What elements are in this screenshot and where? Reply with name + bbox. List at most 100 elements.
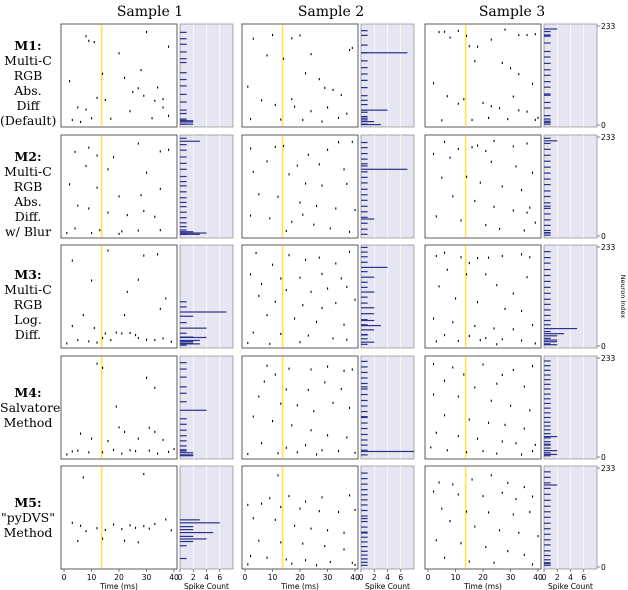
raster-frame [241, 465, 359, 570]
spike-point [532, 365, 534, 368]
histogram-bar [544, 319, 551, 322]
spike-point [518, 33, 520, 37]
histogram-bar [361, 99, 368, 101]
histogram-bar [544, 303, 551, 305]
raster-panel [241, 465, 359, 570]
histogram-bar [361, 564, 368, 566]
row-label-line: RGB Abs. [13, 179, 43, 209]
spike-point [85, 108, 87, 111]
spike-point [140, 68, 142, 72]
histogram-bar [544, 205, 551, 207]
histogram-bar [180, 226, 187, 228]
histogram-bar [544, 81, 551, 83]
spike-point [274, 518, 276, 521]
spike-point [523, 427, 525, 430]
spike-point [532, 450, 534, 453]
histogram-bar [544, 379, 551, 381]
histogram-bar [544, 562, 551, 564]
spike-point [263, 380, 265, 383]
histogram-bar [180, 31, 187, 33]
spike-point [121, 332, 123, 335]
histogram-bar [180, 233, 200, 235]
spike-point [274, 300, 276, 303]
histogram-bar [361, 478, 368, 480]
histogram-bar [361, 79, 368, 81]
spike-point [321, 120, 323, 123]
spike-point [288, 367, 290, 370]
spike-point [518, 531, 520, 534]
spike-point [457, 493, 459, 496]
histogram-bar [361, 444, 368, 446]
spike-point [168, 148, 170, 151]
histogram-bar [544, 412, 551, 414]
x-tick-label: 30 [506, 573, 516, 582]
spike-point [104, 332, 106, 335]
histogram-bar [361, 325, 381, 327]
spike-point [313, 223, 315, 226]
histogram-bar [544, 195, 551, 198]
histogram-bar [544, 365, 551, 367]
row-label-line: w/ Blur [4, 224, 52, 239]
histogram-bar [361, 360, 368, 362]
spike-point [88, 451, 90, 454]
histogram-bar [544, 369, 551, 371]
histogram-bar [361, 334, 368, 336]
histogram-bar [544, 121, 551, 124]
spike-point [261, 282, 263, 286]
spike-point [280, 505, 282, 509]
spike-point [102, 72, 104, 75]
raster-frame [60, 355, 178, 460]
spike-point [104, 98, 106, 102]
histogram-bar [544, 93, 551, 95]
spike-point [446, 449, 448, 452]
spike-point [435, 539, 437, 542]
spike-point [137, 437, 139, 440]
histogram-bar [180, 322, 187, 324]
histogram-bar [180, 445, 187, 447]
spike-point [321, 496, 323, 499]
histogram-bar [180, 222, 187, 224]
histogram-bar [361, 319, 375, 322]
histogram-bar [180, 429, 187, 431]
histogram-bar [544, 341, 558, 343]
histogram-bar [180, 311, 227, 313]
spike-point [349, 250, 351, 253]
x-tick-label: 20 [114, 573, 124, 582]
spike-point [463, 98, 465, 101]
spike-point [137, 336, 139, 340]
spike-point [299, 34, 301, 37]
histogram-bar [544, 344, 558, 346]
spike-point [490, 105, 492, 108]
spike-point [283, 57, 285, 60]
spike-point [288, 254, 290, 257]
spike-point [485, 149, 487, 153]
spike-point [247, 452, 249, 456]
histogram-bar [544, 160, 551, 162]
hist-x-tick-label: 4 [385, 573, 390, 582]
histogram-bar [544, 425, 551, 427]
spike-point [88, 39, 90, 42]
spike-point [444, 251, 446, 254]
spike-point [96, 96, 98, 99]
spike-point [526, 142, 528, 145]
histogram-bar [180, 545, 187, 547]
histogram-bar [180, 557, 187, 560]
histogram-bar [180, 85, 187, 87]
spike-point [96, 154, 98, 157]
spike-point [534, 342, 536, 345]
spike-point [534, 118, 536, 122]
raster-panel [241, 134, 359, 239]
spike-point [332, 88, 334, 92]
spike-point [132, 90, 134, 94]
spike-point [490, 38, 492, 41]
spike-point [512, 292, 514, 295]
histogram-bar [361, 399, 368, 402]
spike-point [291, 424, 293, 427]
spike-point [521, 189, 523, 192]
spike-point [93, 326, 95, 330]
spike-point [499, 227, 501, 230]
histogram-bar [361, 494, 368, 496]
hist-x-tick-label: 2 [372, 573, 377, 582]
spike-point [485, 273, 487, 276]
histogram-bar [544, 564, 551, 566]
